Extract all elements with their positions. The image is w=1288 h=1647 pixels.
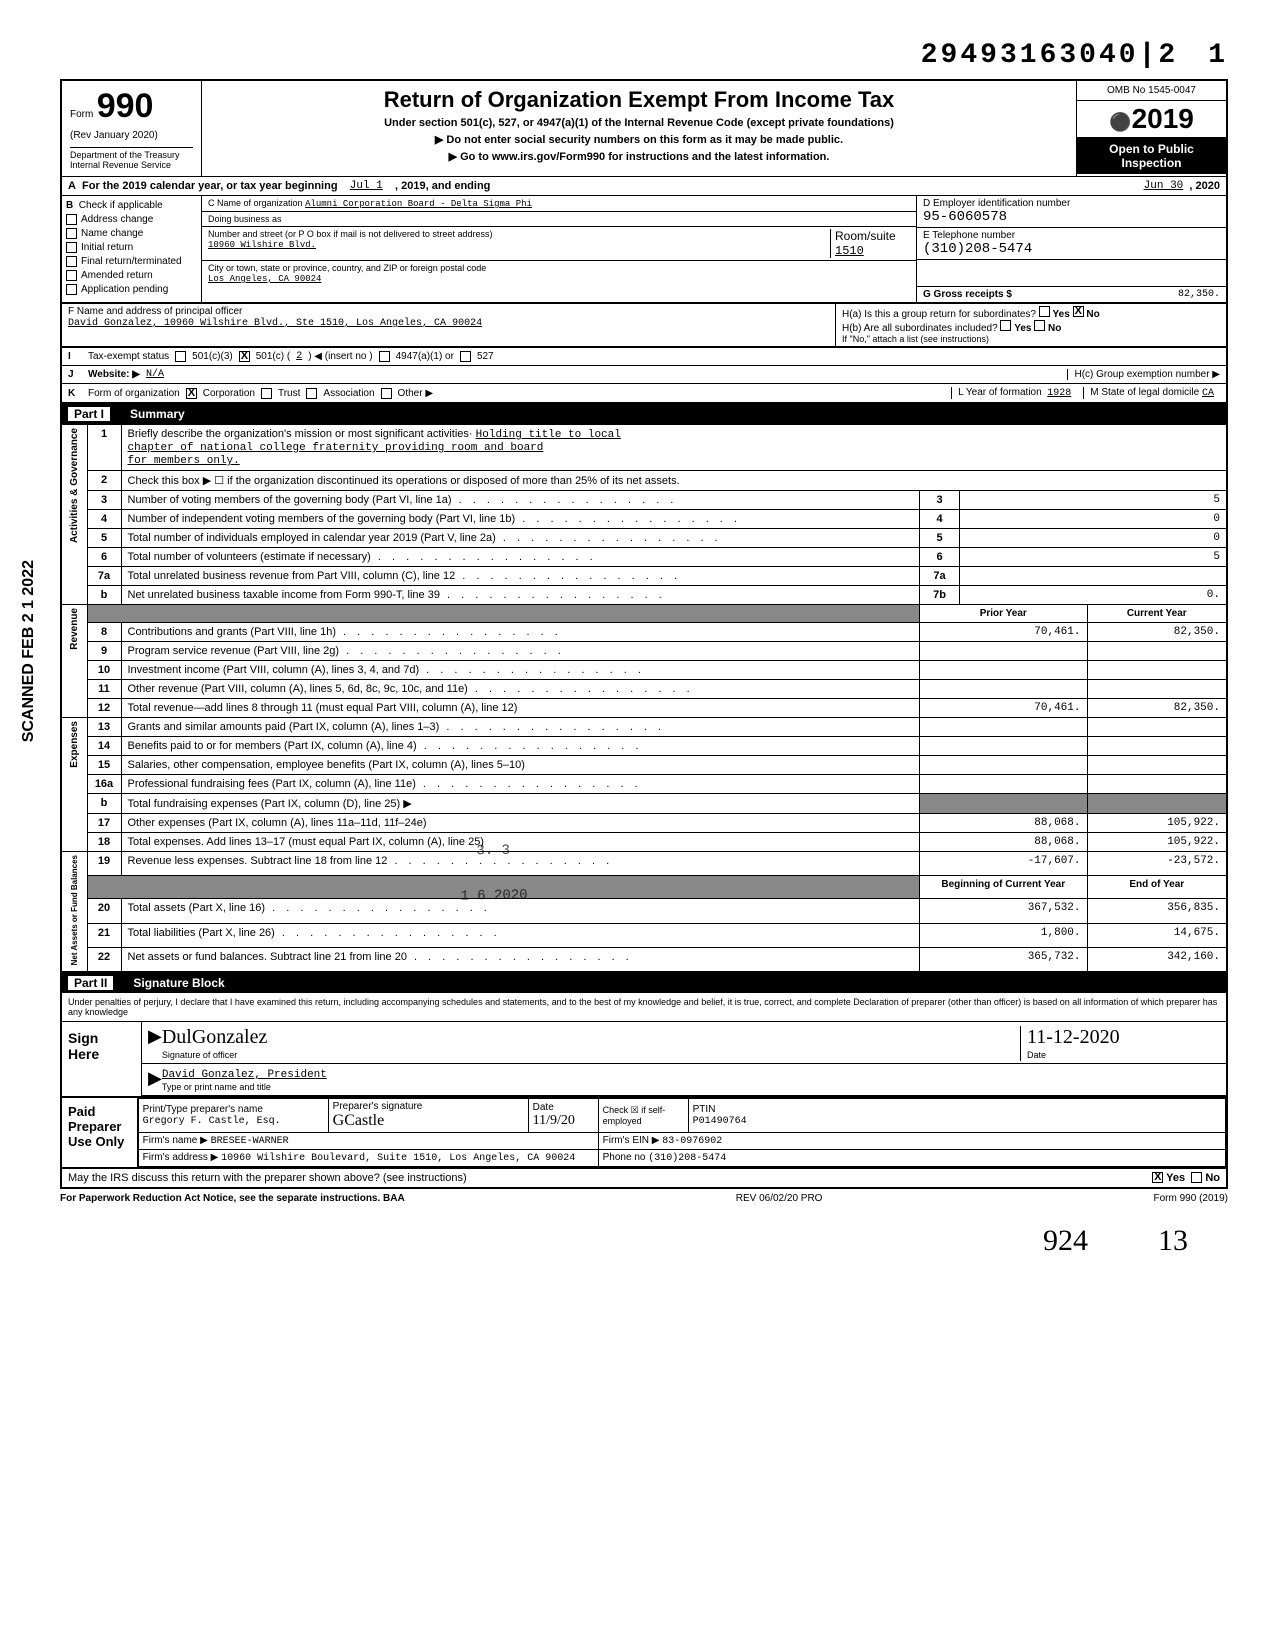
cy-line-17: 105,922.: [1087, 814, 1227, 833]
telephone: (310)208-5474: [923, 241, 1032, 257]
cy-line-22: 342,160.: [1087, 947, 1227, 972]
form-id-block: Form 990 (Rev January 2020) Department o…: [62, 81, 202, 176]
py-line-17: 88,068.: [920, 814, 1087, 833]
chk-name-change[interactable]: [66, 228, 77, 239]
tax-year: ⚫2019: [1077, 101, 1226, 138]
received-stamp: 3. 3 1 6 2020: [459, 839, 527, 907]
chk-other[interactable]: [381, 388, 392, 399]
preparer-name: Gregory F. Castle, Esq.: [143, 1116, 281, 1127]
form-title-block: Return of Organization Exempt From Incom…: [202, 81, 1076, 176]
part-i-header: Part I Summary: [60, 404, 1228, 424]
chk-hb-no[interactable]: [1034, 320, 1045, 331]
row-a-tax-year: A For the 2019 calendar year, or tax yea…: [60, 176, 1228, 196]
chk-ha-yes[interactable]: [1039, 306, 1050, 317]
cy-line-12: 82,350.: [1087, 699, 1227, 718]
firm-ein: 83-0976902: [662, 1136, 722, 1147]
ptin: P01490764: [693, 1116, 747, 1127]
chk-app-pending[interactable]: [66, 284, 77, 295]
check-if-applicable: B Check if applicable Address change Nam…: [62, 196, 202, 302]
chk-address-change[interactable]: [66, 214, 77, 225]
chk-corp[interactable]: [186, 388, 197, 399]
part-ii-header: Part II Signature Block: [60, 973, 1228, 993]
row-i-tax-exempt: I Tax-exempt status 501(c)(3) 501(c) ( 2…: [62, 348, 1226, 366]
hand-page: 13: [1158, 1224, 1188, 1258]
rows-ijk: I Tax-exempt status 501(c)(3) 501(c) ( 2…: [60, 348, 1228, 404]
val-line-6: 5: [960, 548, 1227, 567]
chk-501c[interactable]: [239, 351, 250, 362]
street-address: 10960 Wilshire Blvd.: [208, 240, 316, 250]
val-line-5: 0: [960, 529, 1227, 548]
chk-irs-yes[interactable]: [1152, 1172, 1163, 1183]
gross-receipts: 82,350.: [1178, 289, 1220, 300]
py-line-21: 1,800.: [920, 923, 1087, 947]
val-line-4: 0: [960, 510, 1227, 529]
cy-line-8: 82,350.: [1087, 623, 1227, 642]
mission-line-2: chapter of national college fraternity p…: [128, 442, 544, 454]
py-line-22: 365,732.: [920, 947, 1087, 972]
paid-preparer-block: PaidPreparerUse Only Print/Type preparer…: [60, 1098, 1228, 1169]
org-name: Alumni Corporation Board - Delta Sigma P…: [305, 199, 532, 209]
chk-assoc[interactable]: [306, 388, 317, 399]
chk-hb-yes[interactable]: [1000, 320, 1011, 331]
py-line-12: 70,461.: [920, 699, 1087, 718]
chk-527[interactable]: [460, 351, 471, 362]
chk-initial-return[interactable]: [66, 242, 77, 253]
omb-block: OMB No 1545-0047 ⚫2019 Open to PublicIns…: [1076, 81, 1226, 176]
room-suite: 1510: [835, 244, 864, 258]
sign-here-label: SignHere: [62, 1022, 142, 1096]
val-line-3: 5: [960, 491, 1227, 510]
summary-table: Activities & Governance 1 Briefly descri…: [60, 424, 1228, 973]
officer-name-title: David Gonzalez, President: [162, 1069, 327, 1081]
scanned-stamp: SCANNED FEB 2 1 2022: [20, 560, 38, 742]
ein-phone-block: D Employer identification number95-60605…: [916, 196, 1226, 302]
chk-501c3[interactable]: [175, 351, 186, 362]
row-f-officer: F Name and address of principal officer …: [60, 304, 1228, 348]
handwritten-annotations: 924 13: [60, 1224, 1228, 1258]
val-line-7b: 0.: [960, 586, 1227, 605]
entity-block: B Check if applicable Address change Nam…: [60, 196, 1228, 304]
firm-address: 10960 Wilshire Boulevard, Suite 1510, Lo…: [221, 1153, 575, 1164]
page-footer: For Paperwork Reduction Act Notice, see …: [60, 1193, 1228, 1204]
state-domicile: CA: [1202, 388, 1214, 399]
py-line-19: -17,607.: [920, 852, 1087, 876]
principal-officer: David Gonzalez, 10960 Wilshire Blvd., St…: [68, 318, 482, 329]
py-line-18: 88,068.: [920, 833, 1087, 852]
org-name-address: C Name of organization Alumni Corporatio…: [202, 196, 916, 302]
cy-line-20: 356,835.: [1087, 899, 1227, 923]
city-state-zip: Los Angeles, CA 90024: [208, 274, 321, 284]
cy-line-18: 105,922.: [1087, 833, 1227, 852]
preparer-signature: GCastle: [333, 1112, 385, 1129]
mission-line-1: Holding title to local: [476, 429, 621, 441]
ein: 95-6060578: [923, 209, 1007, 225]
firm-name: BRESEE-WARNER: [211, 1136, 289, 1147]
chk-ha-no[interactable]: [1073, 306, 1084, 317]
row-j-website: J Website: ▶ N/A H(c) Group exemption nu…: [62, 366, 1226, 384]
chk-4947[interactable]: [379, 351, 390, 362]
cy-line-19: -23,572.: [1087, 852, 1227, 876]
preparer-date: 11/9/20: [533, 1113, 575, 1128]
firm-phone: (310)208-5474: [648, 1153, 726, 1164]
chk-final-return[interactable]: [66, 256, 77, 267]
signature-block: Under penalties of perjury, I declare th…: [60, 993, 1228, 1098]
cy-line-21: 14,675.: [1087, 923, 1227, 947]
chk-amended[interactable]: [66, 270, 77, 281]
py-line-20: 367,532.: [920, 899, 1087, 923]
chk-irs-no[interactable]: [1191, 1172, 1202, 1183]
may-irs-discuss: May the IRS discuss this return with the…: [60, 1169, 1228, 1189]
form-title: Return of Organization Exempt From Incom…: [210, 87, 1068, 113]
website: N/A: [146, 369, 164, 380]
officer-signature: DulGonzalez: [162, 1026, 268, 1048]
hand-number: 924: [1043, 1224, 1088, 1257]
signature-date: 11-12-2020: [1027, 1026, 1120, 1048]
row-k-form-org: K Form of organization Corporation Trust…: [62, 384, 1226, 402]
py-line-8: 70,461.: [920, 623, 1087, 642]
tracking-number: 29493163040|21: [60, 40, 1228, 71]
year-formation: 1928: [1047, 388, 1071, 399]
mission-line-3: for members only.: [128, 455, 240, 467]
chk-trust[interactable]: [261, 388, 272, 399]
form-header: Form 990 (Rev January 2020) Department o…: [60, 79, 1228, 176]
